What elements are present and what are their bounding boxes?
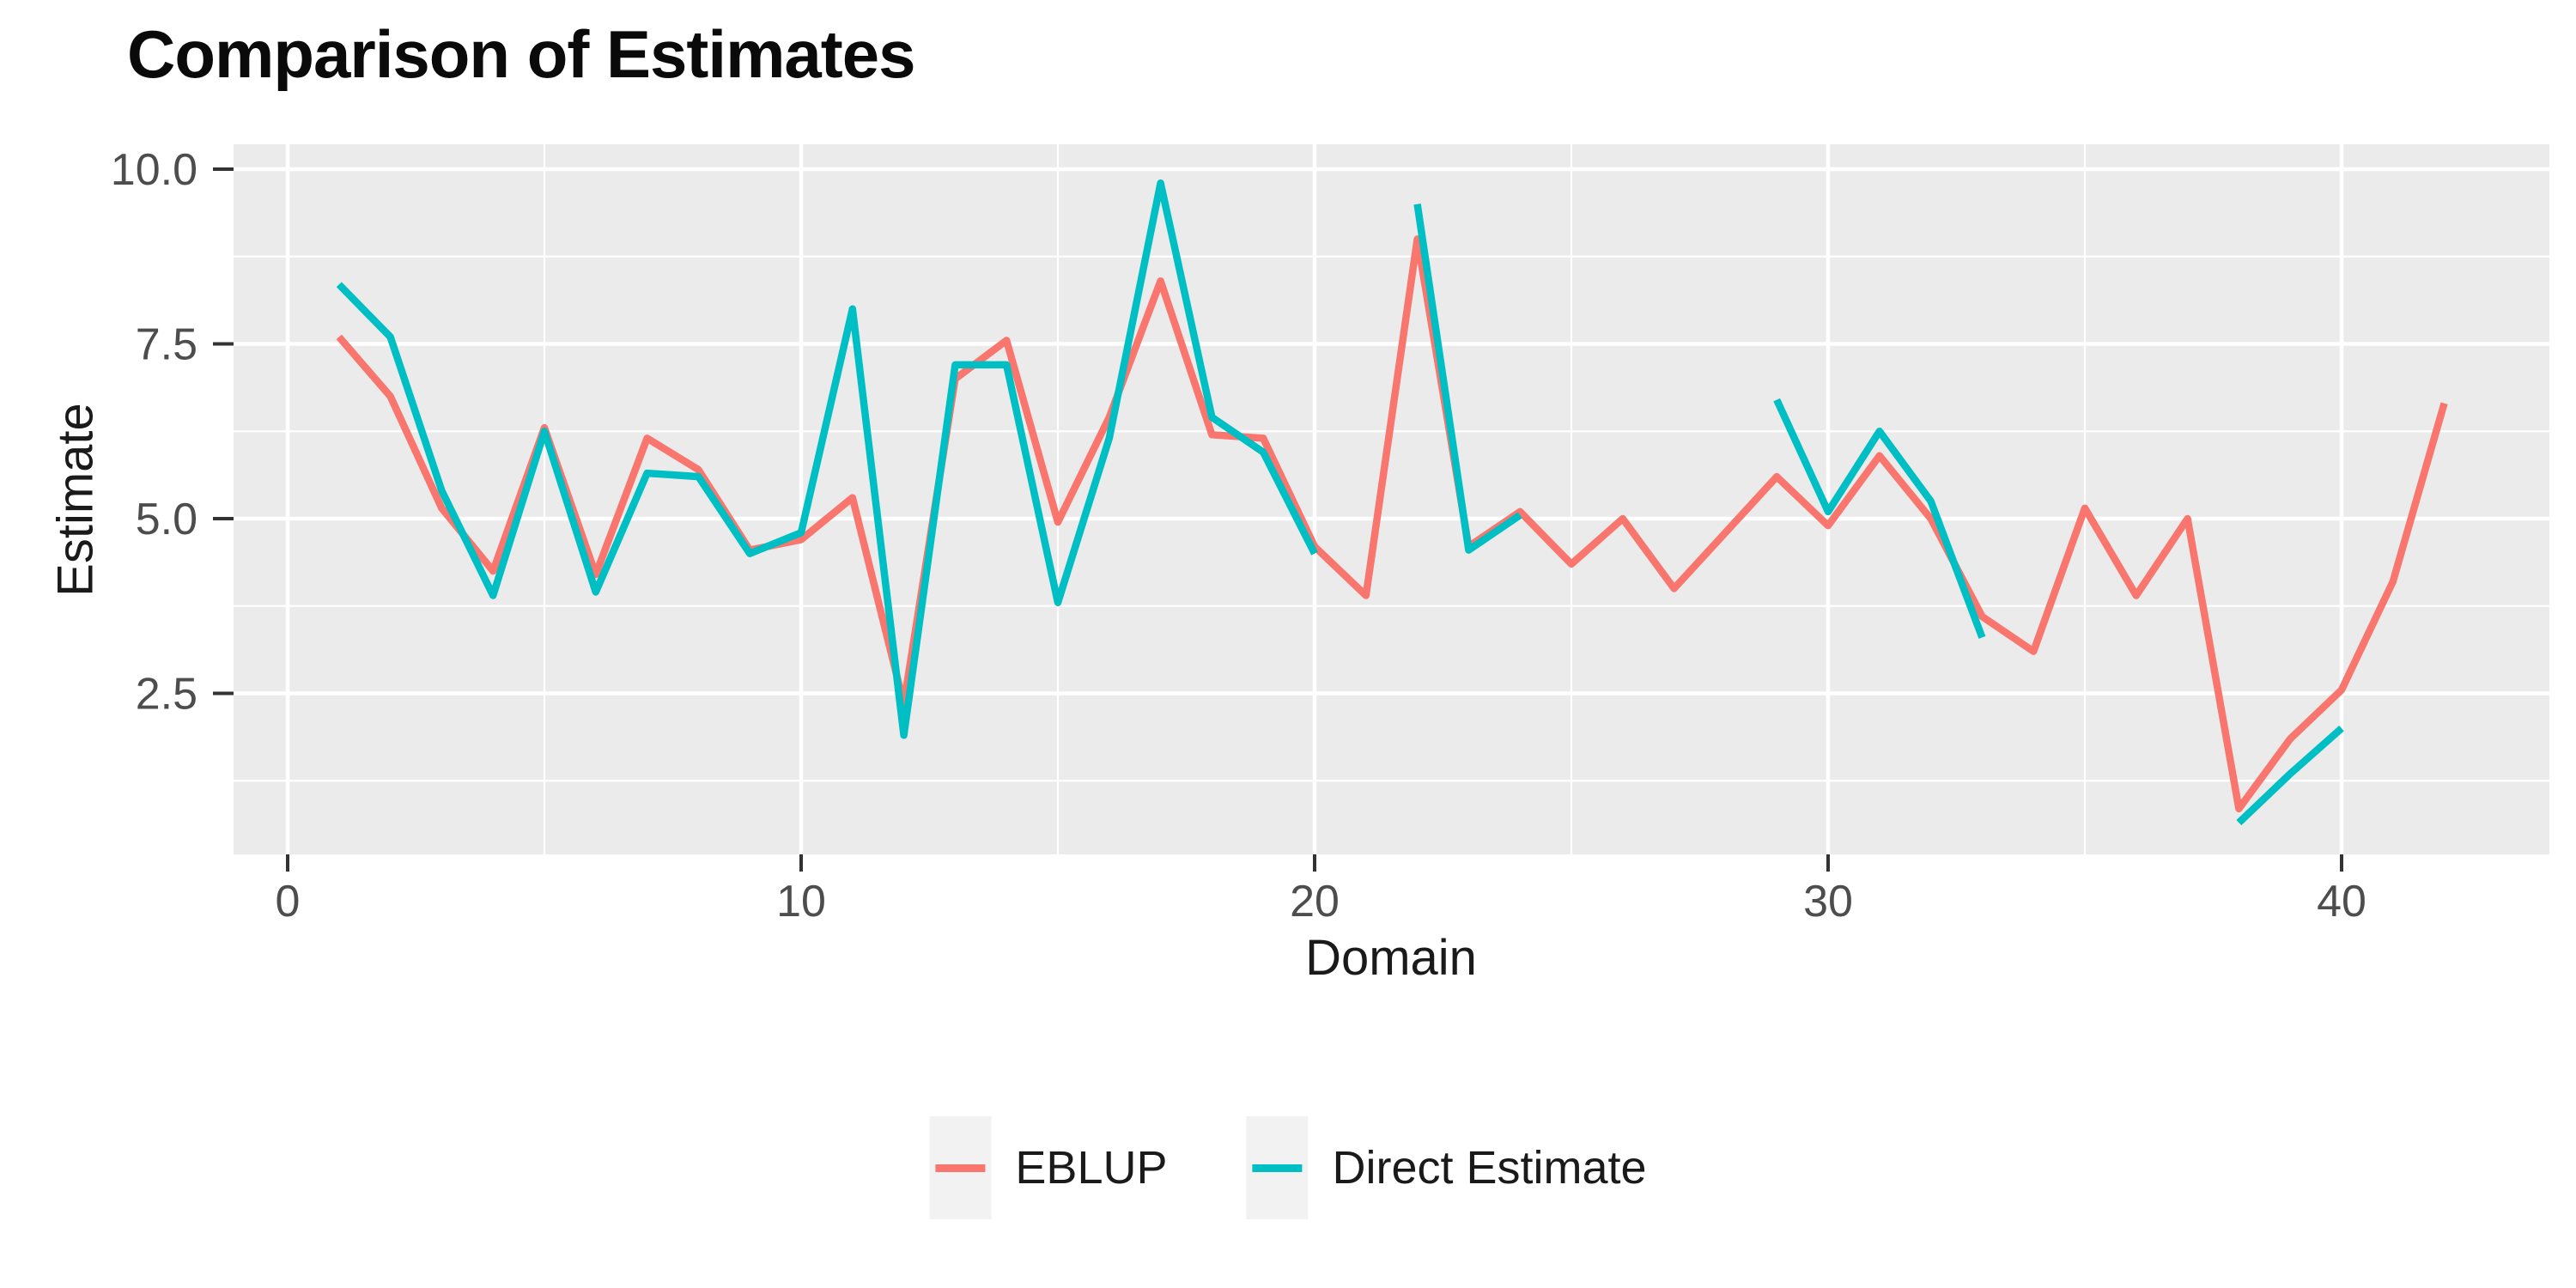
legend-entry-eblup: EBLUP xyxy=(929,1116,1168,1219)
series-line-direct-estimate xyxy=(1773,398,1986,639)
y-tick-label: 2.5 xyxy=(136,670,197,720)
x-tick-label: 0 xyxy=(276,877,301,927)
x-axis-title: Domain xyxy=(1305,930,1477,986)
series-line-direct-estimate xyxy=(1413,204,1522,554)
plot-panel xyxy=(234,144,2549,854)
legend-label-eblup: EBLUP xyxy=(1015,1142,1168,1194)
series-line-direct-estimate xyxy=(2236,726,2344,826)
x-tick-label: 40 xyxy=(2317,877,2366,927)
y-tick-label: 5.0 xyxy=(136,495,197,544)
series-line-direct-estimate xyxy=(336,179,1318,739)
x-tick-label: 20 xyxy=(1290,877,1340,927)
eblup-line-swatch-icon xyxy=(935,1163,986,1172)
series-line-eblup xyxy=(336,235,2448,813)
legend-entry-direct-estimate: Direct Estimate xyxy=(1246,1116,1647,1219)
x-tick-label: 30 xyxy=(1803,877,1853,927)
y-tick-label: 7.5 xyxy=(136,320,197,370)
legend: EBLUP Direct Estimate xyxy=(929,1116,1647,1219)
direct-estimate-line-swatch-icon xyxy=(1252,1163,1303,1172)
legend-key-direct-estimate xyxy=(1246,1116,1309,1219)
legend-key-eblup xyxy=(929,1116,992,1219)
legend-label-direct-estimate: Direct Estimate xyxy=(1332,1142,1647,1194)
x-tick-label: 10 xyxy=(776,877,826,927)
y-tick-label: 10.0 xyxy=(111,145,197,195)
chart-title: Comparison of Estimates xyxy=(127,16,916,92)
